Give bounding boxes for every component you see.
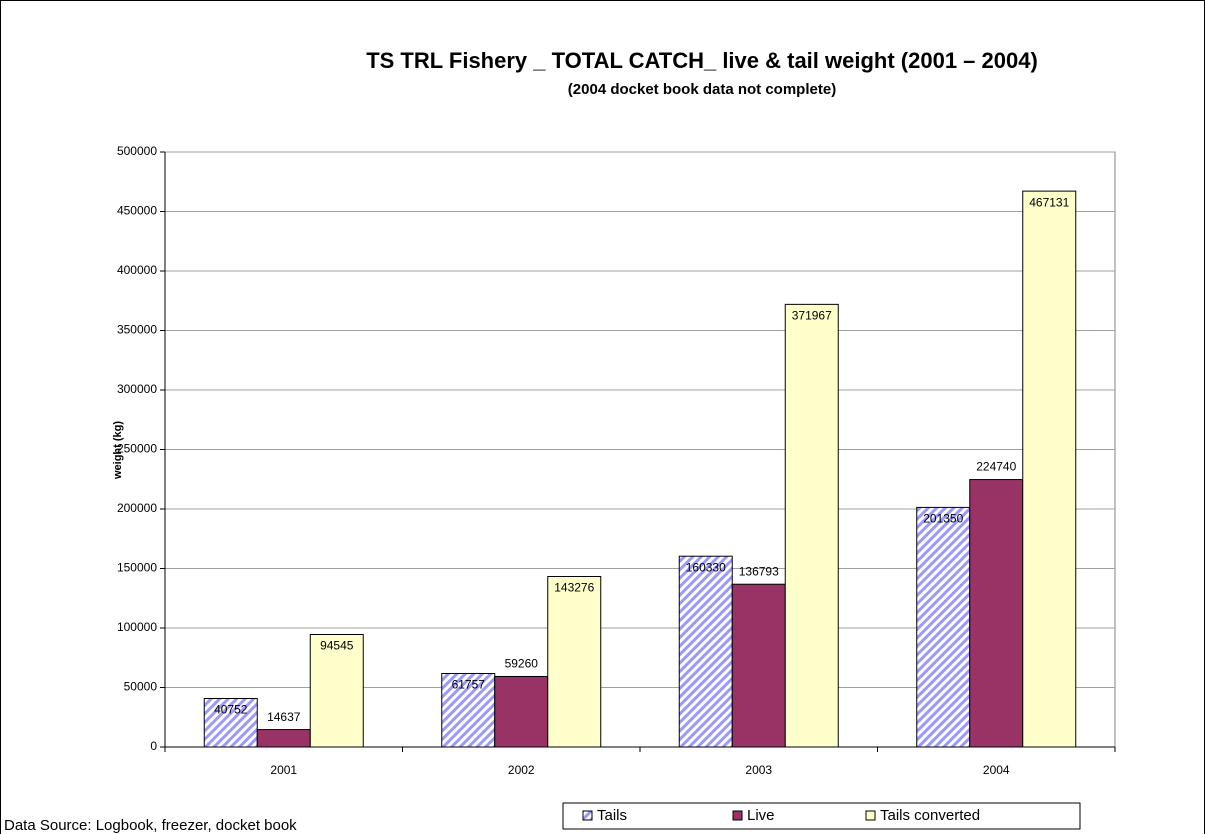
data-label: 59260 bbox=[505, 657, 539, 671]
y-tick-label: 250000 bbox=[117, 442, 157, 456]
bar bbox=[547, 576, 602, 748]
bar bbox=[731, 583, 786, 748]
x-tick-label: 2003 bbox=[745, 763, 772, 777]
bar bbox=[916, 506, 971, 748]
bar bbox=[1022, 190, 1077, 748]
data-label: 224740 bbox=[976, 460, 1016, 474]
y-tick-label: 450000 bbox=[117, 204, 157, 218]
y-tick-label: 200000 bbox=[117, 501, 157, 515]
legend-swatch bbox=[865, 810, 876, 821]
bar bbox=[784, 303, 839, 748]
legend-label: Tails bbox=[597, 807, 627, 824]
bar bbox=[494, 675, 549, 748]
legend-label: Tails converted bbox=[880, 807, 980, 824]
data-label: 14637 bbox=[267, 710, 301, 724]
data-label: 371967 bbox=[792, 309, 832, 323]
legend-box bbox=[562, 802, 1081, 830]
bar bbox=[969, 479, 1024, 748]
legend-swatch bbox=[582, 810, 593, 821]
y-tick-label: 0 bbox=[150, 739, 157, 753]
bar bbox=[441, 673, 496, 748]
y-tick-label: 100000 bbox=[117, 620, 157, 634]
bar bbox=[203, 698, 258, 748]
y-tick-label: 150000 bbox=[117, 561, 157, 575]
bar bbox=[309, 633, 364, 748]
data-label: 61757 bbox=[452, 678, 486, 692]
legend-swatch bbox=[732, 810, 743, 821]
data-label: 201350 bbox=[923, 512, 963, 526]
y-tick-label: 300000 bbox=[117, 382, 157, 396]
data-label: 40752 bbox=[214, 703, 248, 717]
data-label: 467131 bbox=[1029, 195, 1069, 209]
y-tick-label: 350000 bbox=[117, 323, 157, 337]
data-label: 94545 bbox=[320, 639, 354, 653]
data-label: 143276 bbox=[554, 581, 594, 595]
chart-title: TS TRL Fishery _ TOTAL CATCH_ live & tai… bbox=[366, 48, 1038, 73]
chart-subtitle: (2004 docket book data not complete) bbox=[568, 81, 836, 98]
data-label: 136793 bbox=[739, 564, 779, 578]
y-tick-label: 400000 bbox=[117, 263, 157, 277]
legend-label: Live bbox=[747, 807, 775, 824]
x-tick-label: 2002 bbox=[508, 763, 535, 777]
y-axis-label: weight (kg) bbox=[112, 421, 124, 480]
data-label: 160330 bbox=[686, 560, 726, 574]
x-tick-label: 2001 bbox=[270, 763, 297, 777]
source-note: Data Source: Logbook, freezer, docket bo… bbox=[4, 817, 297, 834]
bar bbox=[678, 555, 733, 748]
x-tick-label: 2004 bbox=[983, 763, 1010, 777]
bar bbox=[256, 729, 311, 748]
y-tick-label: 50000 bbox=[124, 680, 158, 694]
y-tick-label: 500000 bbox=[117, 144, 157, 158]
